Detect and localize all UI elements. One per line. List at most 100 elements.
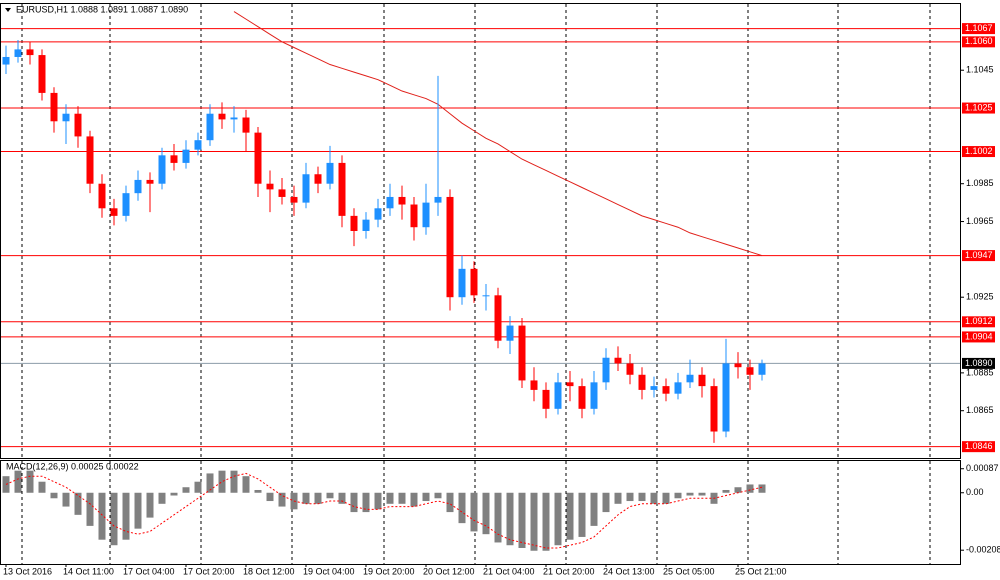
macd-bar [662, 492, 670, 504]
macd-bar [578, 492, 586, 537]
macd-bar [170, 492, 178, 496]
candle-body [638, 374, 646, 390]
macd-bar [398, 492, 406, 504]
x-tick-label: 25 Oct 05:00 [663, 566, 715, 576]
candle-body [422, 202, 430, 228]
signal-line [5, 472, 763, 549]
candle-body [494, 295, 502, 341]
x-tick-label: 17 Oct 20:00 [183, 566, 235, 576]
candle-body [134, 179, 142, 194]
candle-body [254, 132, 262, 184]
candle-body [398, 196, 406, 205]
macd-bar [242, 476, 250, 493]
level-label: 1.0904 [965, 331, 993, 341]
y-tick-label: 1.0885 [966, 367, 994, 377]
candle-body [362, 219, 370, 231]
macd-bar [350, 492, 358, 513]
macd-bar [542, 492, 550, 551]
macd-bar [194, 481, 202, 493]
x-tick-label: 18 Oct 12:00 [243, 566, 295, 576]
y-tick-label: 1.0925 [966, 292, 994, 302]
macd-bar [266, 492, 274, 502]
candle-body [290, 196, 298, 203]
x-tick-label: 24 Oct 13:00 [603, 566, 655, 576]
candle-body [746, 367, 754, 375]
macd-bar [62, 492, 70, 507]
level-label: 1.0846 [965, 441, 993, 451]
candle-body [566, 382, 574, 387]
candle-body [86, 136, 94, 184]
macd-bar [110, 492, 118, 546]
price-panel-frame [0, 3, 961, 459]
macd-bar [698, 492, 706, 496]
macd-bar [38, 481, 46, 493]
macd-bar [554, 492, 562, 546]
macd-bar [602, 492, 610, 513]
macd-bar [422, 492, 430, 502]
level-label-box [962, 146, 995, 158]
candle-body [626, 363, 634, 375]
macd-bar [566, 492, 574, 540]
level-label: 1.1060 [965, 36, 993, 46]
macd-bar [302, 492, 310, 504]
level-label: 1.1002 [965, 146, 993, 156]
macd-bar [338, 492, 346, 504]
x-tick-label: 14 Oct 11:00 [63, 566, 114, 576]
macd-bar [158, 492, 166, 504]
candle-body [530, 380, 538, 390]
y-tick-label: 1.1045 [966, 65, 994, 75]
macd-bar [734, 487, 742, 493]
level-label: 1.1025 [965, 102, 993, 112]
candle-body [734, 363, 742, 368]
candle-body [470, 268, 478, 296]
macd-bar [674, 492, 682, 499]
candle-body [506, 325, 514, 341]
candle-body [482, 295, 490, 297]
macd-bar [362, 492, 370, 513]
last-price-label: 1.0890 [965, 358, 993, 368]
macd-bar [254, 489, 262, 493]
macd-bar [218, 470, 226, 493]
candle-body [314, 174, 322, 184]
macd-bar [230, 470, 238, 493]
x-tick-label: 17 Oct 04:00 [123, 566, 175, 576]
x-tick-label: 25 Oct 21:00 [735, 566, 787, 576]
level-label-box [962, 316, 995, 328]
candle-body [434, 196, 442, 203]
candle-body [122, 193, 130, 216]
macd-bar [494, 492, 502, 543]
macd-bar [590, 492, 598, 526]
macd-bar [314, 492, 322, 504]
macd-bar [206, 473, 214, 493]
x-tick-label: 20 Oct 12:00 [423, 566, 475, 576]
macd-bar [182, 487, 190, 493]
level-label-box [962, 250, 995, 262]
candle-body [50, 92, 58, 122]
y-tick-label: 0.00087 [966, 463, 999, 473]
candle-body [614, 357, 622, 364]
candle-body [278, 189, 286, 197]
candle-body [542, 389, 550, 409]
macd-bar [470, 492, 478, 532]
macd-bar [518, 492, 526, 548]
candle-body [158, 155, 166, 184]
macd-bar [374, 492, 382, 510]
macd-bar [506, 492, 514, 546]
y-tick-label: 1.0985 [966, 178, 994, 188]
candle-body [26, 49, 34, 56]
level-label: 1.1067 [965, 23, 993, 33]
x-tick-label: 19 Oct 04:00 [303, 566, 355, 576]
macd-bar [650, 492, 658, 504]
x-tick-label: 21 Oct 04:00 [483, 566, 535, 576]
candle-body [2, 56, 10, 65]
y-tick-label: -0.00208 [966, 545, 1000, 555]
macd-bar [326, 492, 334, 499]
macd-bar [722, 489, 730, 493]
macd-bar [614, 492, 622, 504]
candle-body [302, 174, 310, 203]
candle-body [374, 208, 382, 220]
candle-body [662, 386, 670, 394]
candle-body [182, 149, 190, 163]
macd-bar [758, 484, 766, 493]
